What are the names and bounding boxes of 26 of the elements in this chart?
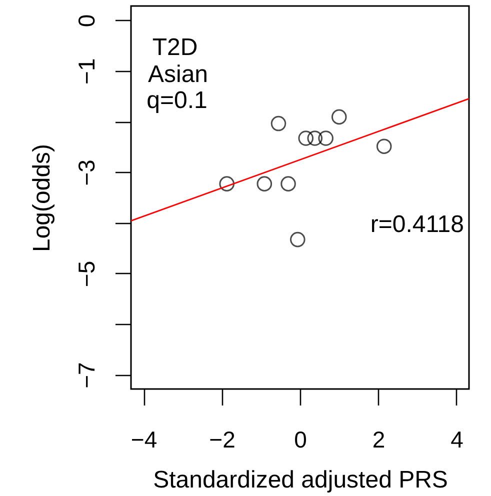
x-tick-label: 2 bbox=[372, 426, 386, 452]
y-axis-title: Log(odds) bbox=[28, 144, 56, 252]
y-tick-label: −7 bbox=[74, 362, 100, 388]
x-tick-label: 0 bbox=[294, 426, 307, 452]
x-tick-label: 4 bbox=[450, 426, 464, 452]
annotation: T2D bbox=[152, 34, 198, 61]
point bbox=[331, 109, 347, 125]
point bbox=[270, 116, 286, 132]
y-tick-label: 0 bbox=[74, 14, 100, 28]
point bbox=[307, 130, 323, 146]
x-axis-title: Standardized adjusted PRS bbox=[153, 466, 448, 494]
y-tick-label: −3 bbox=[74, 160, 100, 186]
y-tick-label: −1 bbox=[74, 58, 100, 84]
point bbox=[376, 138, 392, 154]
point bbox=[318, 130, 334, 146]
point bbox=[256, 176, 272, 192]
point bbox=[298, 130, 314, 146]
annotation: Asian bbox=[148, 61, 208, 88]
x-tick-label: −4 bbox=[130, 426, 158, 452]
annotation: r=0.4118 bbox=[370, 211, 464, 238]
point bbox=[219, 176, 234, 192]
x-tick-label: −2 bbox=[209, 426, 236, 452]
point bbox=[280, 176, 296, 192]
y-tick-label: −5 bbox=[74, 260, 100, 288]
annotation: q=0.1 bbox=[146, 87, 208, 114]
point bbox=[290, 232, 306, 248]
